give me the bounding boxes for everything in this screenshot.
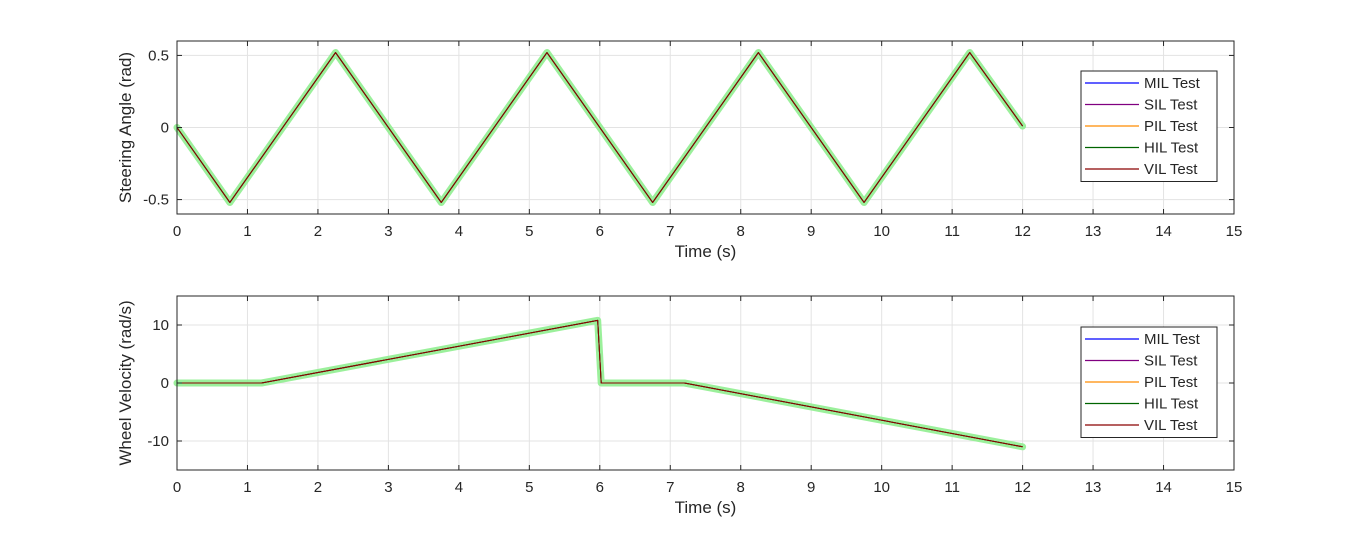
x-tick-label: 3 xyxy=(384,479,392,496)
x-tick-label: 4 xyxy=(455,223,463,240)
x-tick-label: 2 xyxy=(314,223,322,240)
y-tick-label: -0.5 xyxy=(143,192,169,209)
x-tick-label: 7 xyxy=(666,479,674,496)
legend-label: PIL Test xyxy=(1144,374,1198,391)
x-tick-label: 12 xyxy=(1014,479,1031,496)
x-tick-label: 12 xyxy=(1014,223,1031,240)
y-axis-label: Steering Angle (rad) xyxy=(116,52,135,203)
y-tick-label: 0.5 xyxy=(148,47,169,64)
x-tick-label: 5 xyxy=(525,479,533,496)
y-tick-label: 0 xyxy=(161,375,169,392)
x-axis-label: Time (s) xyxy=(675,242,737,261)
x-tick-label: 5 xyxy=(525,223,533,240)
x-tick-label: 14 xyxy=(1155,223,1172,240)
series-line xyxy=(177,319,1023,448)
x-tick-label: 0 xyxy=(173,479,181,496)
x-tick-label: 14 xyxy=(1155,479,1172,496)
x-tick-label: 3 xyxy=(384,223,392,240)
x-tick-label: 6 xyxy=(596,479,604,496)
legend-label: SIL Test xyxy=(1144,97,1198,114)
x-axis-label: Time (s) xyxy=(675,498,737,517)
legend-label: HIL Test xyxy=(1144,140,1199,157)
x-tick-label: 1 xyxy=(243,479,251,496)
x-tick-label: 7 xyxy=(666,223,674,240)
x-tick-label: 13 xyxy=(1085,223,1102,240)
legend-label: VIL Test xyxy=(1144,417,1198,434)
x-tick-label: 0 xyxy=(173,223,181,240)
x-tick-label: 11 xyxy=(944,479,960,496)
x-tick-label: 1 xyxy=(243,223,251,240)
x-tick-label: 10 xyxy=(873,223,890,240)
legend-label: MIL Test xyxy=(1144,75,1201,92)
x-tick-label: 2 xyxy=(314,479,322,496)
x-tick-label: 13 xyxy=(1085,479,1102,496)
y-tick-label: -10 xyxy=(147,433,169,450)
y-tick-label: 0 xyxy=(161,120,169,137)
x-tick-label: 8 xyxy=(737,223,745,240)
legend-label: HIL Test xyxy=(1144,396,1199,413)
x-tick-label: 9 xyxy=(807,479,815,496)
x-tick-label: 6 xyxy=(596,223,604,240)
legend-label: MIL Test xyxy=(1144,331,1201,348)
y-axis-label: Wheel Velocity (rad/s) xyxy=(116,300,135,465)
x-tick-label: 10 xyxy=(873,479,890,496)
x-tick-label: 15 xyxy=(1226,479,1243,496)
legend-label: VIL Test xyxy=(1144,161,1198,178)
legend-label: SIL Test xyxy=(1144,353,1198,370)
series-line xyxy=(176,52,1024,203)
x-tick-label: 9 xyxy=(807,223,815,240)
y-tick-label: 10 xyxy=(152,317,169,334)
x-tick-label: 4 xyxy=(455,479,463,496)
x-tick-label: 8 xyxy=(737,479,745,496)
legend-label: PIL Test xyxy=(1144,118,1198,135)
x-tick-label: 15 xyxy=(1226,223,1243,240)
x-tick-label: 11 xyxy=(944,223,960,240)
